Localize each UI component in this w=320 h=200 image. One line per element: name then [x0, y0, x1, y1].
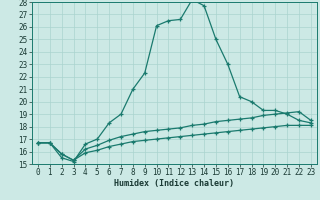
X-axis label: Humidex (Indice chaleur): Humidex (Indice chaleur)	[115, 179, 234, 188]
